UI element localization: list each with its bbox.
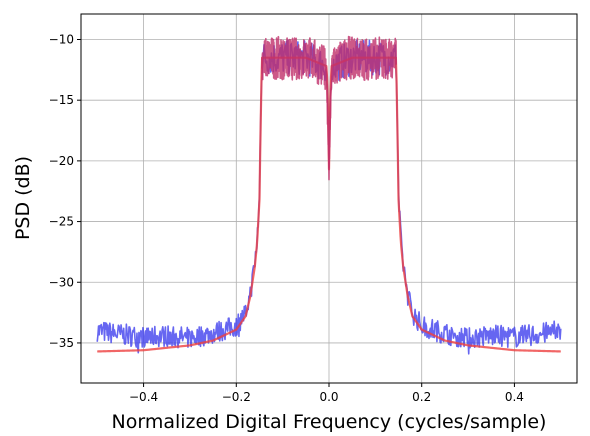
y-tick-label: −25: [49, 215, 74, 229]
y-tick-label: −15: [49, 93, 74, 107]
x-tick-label: −0.4: [129, 390, 158, 404]
x-axis-label: Normalized Digital Frequency (cycles/sam…: [112, 411, 547, 433]
x-axis-ticks: −0.4 −0.2 0.0 0.2 0.4: [129, 383, 524, 404]
x-tick-label: 0.4: [505, 390, 524, 404]
x-tick-label: 0.0: [319, 390, 338, 404]
y-axis-ticks: −35 −30 −25 −20 −15 −10: [49, 32, 81, 350]
y-tick-label: −30: [49, 275, 74, 289]
x-tick-label: 0.2: [412, 390, 431, 404]
y-axis-label: PSD (dB): [12, 156, 34, 240]
grid: [81, 14, 577, 383]
x-tick-label: −0.2: [222, 390, 251, 404]
y-tick-label: −35: [49, 336, 74, 350]
y-tick-label: −10: [49, 32, 74, 46]
psd-series-line-3: [260, 35, 398, 181]
y-tick-label: −20: [49, 154, 74, 168]
series-group: [96, 35, 562, 355]
